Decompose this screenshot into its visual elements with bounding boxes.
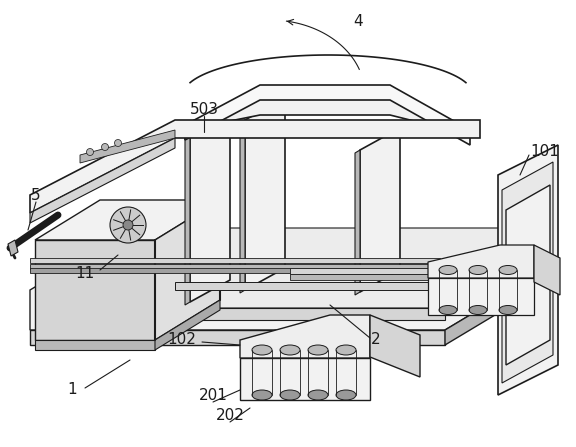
Polygon shape [8,240,18,256]
Polygon shape [185,90,470,135]
Ellipse shape [469,305,487,315]
Ellipse shape [252,390,272,400]
Polygon shape [502,162,553,383]
Text: 102: 102 [168,333,196,347]
Circle shape [86,148,93,156]
Polygon shape [190,108,230,302]
Polygon shape [35,240,155,340]
Circle shape [101,143,108,151]
Ellipse shape [336,345,356,355]
Polygon shape [35,340,155,350]
Text: 201: 201 [199,388,228,402]
Ellipse shape [439,305,457,315]
Polygon shape [30,264,440,269]
Polygon shape [30,258,440,263]
Ellipse shape [336,390,356,400]
Text: 4: 4 [353,13,363,29]
Text: 11: 11 [75,266,94,281]
Text: 1: 1 [67,383,77,397]
Polygon shape [370,315,420,377]
Polygon shape [240,315,370,358]
Ellipse shape [469,266,487,274]
Ellipse shape [499,305,517,315]
Polygon shape [30,138,175,223]
Polygon shape [55,308,445,320]
Polygon shape [80,130,175,163]
Polygon shape [30,330,445,345]
Polygon shape [240,358,370,400]
Polygon shape [360,128,400,292]
Ellipse shape [308,390,328,400]
Polygon shape [35,200,220,240]
Polygon shape [245,98,285,290]
Polygon shape [155,200,220,340]
Polygon shape [428,278,534,315]
Polygon shape [30,230,545,330]
Polygon shape [55,228,530,308]
Polygon shape [185,130,190,305]
Text: 101: 101 [530,144,559,160]
Polygon shape [30,120,480,213]
Ellipse shape [252,345,272,355]
Polygon shape [480,268,510,290]
Text: 5: 5 [31,187,41,202]
Polygon shape [175,282,480,290]
Ellipse shape [280,345,300,355]
Circle shape [123,220,133,230]
Polygon shape [240,120,245,293]
Polygon shape [498,145,558,395]
Polygon shape [185,85,470,145]
Text: 2: 2 [371,333,381,347]
Polygon shape [355,150,360,295]
Text: 503: 503 [190,102,218,118]
Polygon shape [428,245,534,278]
Polygon shape [30,268,440,273]
Polygon shape [534,245,560,295]
Polygon shape [290,268,540,274]
Polygon shape [155,300,220,350]
Ellipse shape [439,266,457,274]
Polygon shape [445,270,545,345]
Ellipse shape [499,266,517,274]
Ellipse shape [280,390,300,400]
Circle shape [110,207,146,243]
Text: 202: 202 [215,408,244,422]
Circle shape [115,139,122,147]
Polygon shape [290,274,540,280]
Polygon shape [506,185,550,365]
Ellipse shape [308,345,328,355]
